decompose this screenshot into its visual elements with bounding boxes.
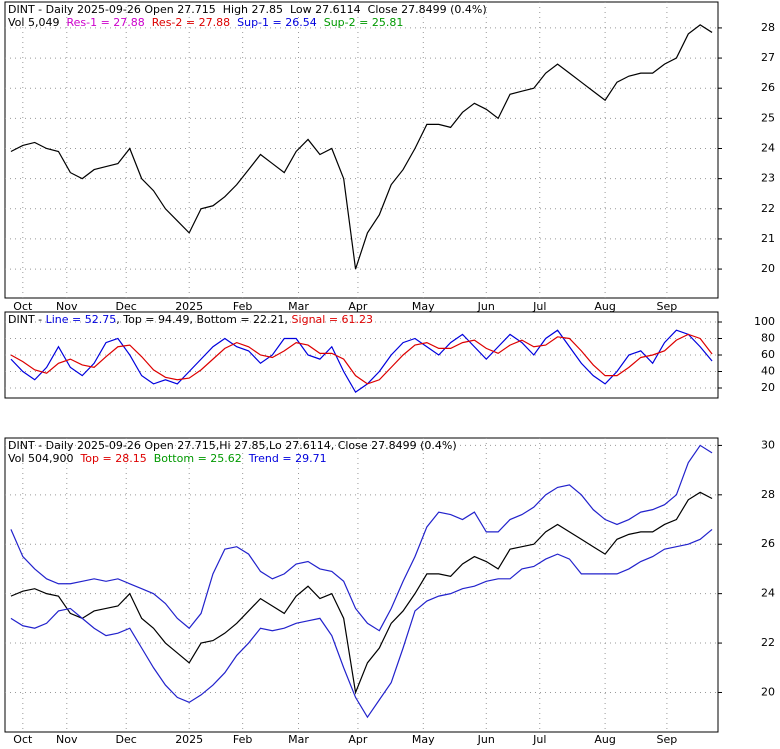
y-tick-label: 21: [761, 232, 775, 245]
x-tick-label: Jun: [477, 733, 495, 745]
x-tick-label: Mar: [288, 300, 309, 313]
series-line: [10, 24, 713, 270]
legend-text: Sup-2 = 25.81: [324, 16, 404, 29]
x-tick-label: Dec: [116, 733, 137, 745]
x-tick-label: 2025: [175, 733, 203, 745]
y-tick-label: 26: [761, 537, 775, 550]
y-tick-label: 20: [761, 262, 775, 275]
y-tick-label: 24: [761, 141, 775, 154]
y-tick-label: 100: [754, 315, 775, 328]
x-tick-label: Nov: [56, 300, 78, 313]
x-tick-label: Aug: [594, 300, 615, 313]
x-tick-label: Nov: [56, 733, 78, 745]
y-tick-label: 40: [761, 365, 775, 378]
series-line: [10, 329, 713, 394]
x-tick-label: Dec: [116, 300, 137, 313]
legend-text: Vol 504,900: [8, 452, 73, 465]
panel: [4, 311, 719, 399]
x-tick-label: Apr: [348, 733, 368, 745]
legend-text: DINT -: [8, 313, 46, 326]
x-tick-label: Sep: [657, 300, 678, 313]
legend-text: Vol 5,049: [8, 16, 59, 29]
x-tick-label: Apr: [348, 300, 368, 313]
y-tick-label: 60: [761, 348, 775, 361]
y-tick-label: 25: [761, 111, 775, 124]
legend-text: DINT - Daily 2025-09-26 Open 27.715,Hi 2…: [8, 439, 457, 452]
y-tick-label: 20: [761, 381, 775, 394]
series-line: [10, 491, 713, 695]
y-tick-label: 24: [761, 587, 775, 600]
panel: [4, 437, 719, 733]
x-tick-label: Feb: [233, 300, 252, 313]
x-tick-label: Oct: [13, 733, 33, 745]
legend-text: Top = 28.15: [79, 452, 146, 465]
x-tick-label: Jul: [532, 300, 546, 313]
legend-text: Sup-1 = 26.54: [237, 16, 317, 29]
y-tick-label: 80: [761, 331, 775, 344]
legend-text: Line = 52.75: [46, 313, 117, 326]
y-tick-label: 22: [761, 202, 775, 215]
x-tick-label: Jun: [477, 300, 495, 313]
x-tick-label: Jul: [532, 733, 546, 745]
legend-text: Bottom = 25.62: [154, 452, 242, 465]
y-tick-label: 26: [761, 81, 775, 94]
series-line: [10, 444, 713, 632]
x-tick-label: 2025: [175, 300, 203, 313]
legend-text: Res-2 = 27.88: [152, 16, 230, 29]
y-tick-label: 27: [761, 51, 775, 64]
legend-text: Trend = 29.71: [248, 452, 327, 465]
x-tick-label: May: [412, 300, 435, 313]
y-tick-label: 20: [761, 685, 775, 698]
x-tick-label: Sep: [657, 733, 678, 745]
legend-text: , Top = 94.49, Bottom = 22.21,: [116, 313, 291, 326]
x-tick-label: Oct: [13, 300, 33, 313]
y-tick-label: 28: [761, 488, 775, 501]
legend-text: Signal = 61.23: [292, 313, 374, 326]
x-tick-label: Aug: [594, 733, 615, 745]
y-tick-label: 23: [761, 172, 775, 185]
y-tick-label: 28: [761, 21, 775, 34]
panel: [4, 1, 719, 299]
series-line: [10, 528, 713, 719]
y-tick-label: 30: [761, 438, 775, 451]
x-tick-label: Mar: [288, 733, 309, 745]
series-line: [10, 333, 713, 385]
legend-text: Res-1 = 27.88: [66, 16, 144, 29]
legend-text: DINT - Daily 2025-09-26 Open 27.715 High…: [8, 3, 487, 16]
x-tick-label: Feb: [233, 733, 252, 745]
x-tick-label: May: [412, 733, 435, 745]
y-tick-label: 22: [761, 636, 775, 649]
